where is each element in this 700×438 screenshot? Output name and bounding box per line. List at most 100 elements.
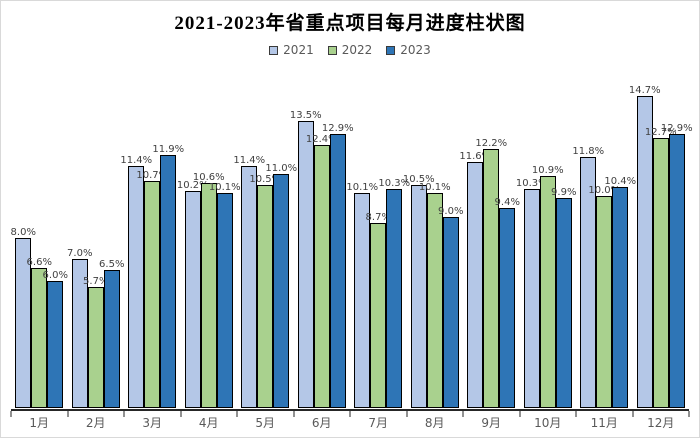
axis-tick xyxy=(519,411,520,417)
bar-2023-10月: 9.9% xyxy=(551,187,576,408)
bar-value-label: 12.9% xyxy=(321,122,354,134)
bar-2023-1月: 6.0% xyxy=(43,270,68,408)
bar-2021-2月: 7.0% xyxy=(67,248,92,408)
bar-2023-9月: 9.4% xyxy=(495,197,520,408)
axis-tick xyxy=(462,411,464,417)
x-axis-label-10月: 10月 xyxy=(534,416,562,430)
bar-2022-6月: 12.4% xyxy=(306,134,338,408)
bar-value-label: 6.0% xyxy=(42,269,68,281)
x-axis-label-6月: 6月 xyxy=(311,416,332,430)
legend-item-2022: 2022 xyxy=(327,43,373,57)
bar-value-label: 10.3% xyxy=(515,178,548,190)
bar-2021-10月: 10.3% xyxy=(516,178,548,408)
bar-value-label: 11.6% xyxy=(459,150,492,162)
legend-swatch-icon xyxy=(327,45,337,55)
bar-2022-8月: 10.1% xyxy=(419,182,451,408)
x-axis-label-12月: 12月 xyxy=(647,416,675,430)
bar-group-9月: 11.6% 12.2% 9.4% xyxy=(459,138,520,408)
bar-value-label: 6.6% xyxy=(26,256,52,268)
bar-value-label: 10.5% xyxy=(249,173,282,185)
x-axis-label-9月: 9月 xyxy=(481,416,502,430)
x-axis-label-2月: 2月 xyxy=(85,416,106,430)
bar-2022-7月: 8.7% xyxy=(366,212,391,408)
axis-tick xyxy=(10,411,12,417)
bar-2021-4月: 10.2% xyxy=(177,180,209,408)
bar-group-1月: 8.0% 6.6% 6.0% xyxy=(11,227,68,408)
bar-value-label: 10.4% xyxy=(604,176,637,187)
legend-item-2023: 2023 xyxy=(386,43,431,57)
bar-2022-9月: 12.2% xyxy=(475,138,507,408)
bar-value-label: 8.7% xyxy=(365,212,391,224)
bar-group-4月: 10.2% 10.6% 10.1% xyxy=(177,172,241,408)
bar-2022-2月: 5.7% xyxy=(83,276,108,408)
bar-group-7月: 10.1% 8.7% 10.3% xyxy=(346,178,410,408)
bar-value-label: 9.0% xyxy=(438,205,464,217)
bar-value-label: 5.7% xyxy=(83,275,109,287)
bar-2023-4月: 10.1% xyxy=(209,182,241,408)
bar-2022-3月: 10.7% xyxy=(136,170,168,408)
bar-value-label: 9.9% xyxy=(551,186,577,198)
bar-2023-11月: 10.4% xyxy=(604,176,636,408)
bar-2021-7月: 10.1% xyxy=(346,182,378,408)
bar-2021-11月: 11.8% xyxy=(572,146,604,408)
x-axis-label-1月: 1月 xyxy=(29,416,50,430)
bar-2023-7月: 10.3% xyxy=(378,178,410,408)
bar-value-label: 8.0% xyxy=(10,227,36,238)
bar-2021-3月: 11.4% xyxy=(120,155,152,408)
x-axis-label-8月: 8月 xyxy=(424,416,445,430)
bar-value-label: 11.9% xyxy=(152,144,185,156)
bar-value-label: 10.1% xyxy=(418,182,451,194)
bar-value-label: 12.9% xyxy=(660,122,693,134)
bar-group-12月: 14.7% 12.7% 12.9% xyxy=(629,85,693,408)
bar-2021-1月: 8.0% xyxy=(11,227,36,408)
bar-value-label: 7.0% xyxy=(67,248,93,260)
bar-2021-5月: 11.4% xyxy=(233,155,265,408)
bar-value-label: 9.4% xyxy=(494,197,520,209)
bar-value-label: 12.2% xyxy=(475,137,508,149)
bar-group-2月: 7.0% 5.7% 6.5% xyxy=(67,248,124,408)
bar-value-label: 10.7% xyxy=(136,169,169,181)
bar-value-label: 11.4% xyxy=(120,154,153,166)
bar-value-label: 10.5% xyxy=(402,173,435,185)
bar-value-label: 14.7% xyxy=(628,84,661,96)
chart-title: 2021-2023年省重点项目每月进度柱状图 xyxy=(174,13,526,34)
bar-2021-12月: 14.7% xyxy=(629,85,661,408)
bar-2021-8月: 10.5% xyxy=(403,174,435,408)
bar-2022-12月: 12.7% xyxy=(645,127,677,408)
x-axis-label-11月: 11月 xyxy=(590,416,618,430)
bar-group-10月: 10.3% 10.9% 9.9% xyxy=(516,165,576,408)
axis-tick xyxy=(632,411,633,417)
chart-legend: 2021 2022 2023 xyxy=(1,43,699,57)
bar-value-label: 10.2% xyxy=(176,180,209,192)
axis-tick xyxy=(406,411,407,417)
bar-value-label: 10.0% xyxy=(588,184,621,196)
bar-2023-3月: 11.9% xyxy=(152,144,184,408)
legend-swatch-icon xyxy=(269,45,279,55)
legend-item-2021: 2021 xyxy=(269,43,314,57)
axis-tick xyxy=(123,411,125,417)
bar-value-label: 10.1% xyxy=(208,182,241,194)
bar-group-3月: 11.4% 10.7% 11.9% xyxy=(120,144,184,408)
bar-2022-11月: 10.0% xyxy=(588,185,620,408)
bar-2021-9月: 11.6% xyxy=(459,151,491,408)
axis-tick xyxy=(575,411,577,417)
legend-label: 2021 xyxy=(283,43,314,57)
x-axis-label-7月: 7月 xyxy=(368,416,389,430)
bar-value-label: 13.5% xyxy=(289,110,322,122)
axis-tick xyxy=(180,411,181,417)
x-axis-label-4月: 4月 xyxy=(198,416,219,430)
bar-2022-5月: 10.5% xyxy=(249,174,281,408)
bar-2022-10月: 10.9% xyxy=(532,165,564,408)
x-axis-label-5月: 5月 xyxy=(255,416,276,430)
bar-2022-4月: 10.6% xyxy=(193,172,225,408)
plot-area: 8.0% 6.6% 6.0% 7.0% 5.7% 6.5% 11.4% 10.7% 11.9% 1… xyxy=(11,63,693,408)
bar-2022-1月: 6.6% xyxy=(27,257,52,408)
x-axis-label-3月: 3月 xyxy=(142,416,163,430)
bar-group-6月: 13.5% 12.4% 12.9% xyxy=(290,110,354,408)
bar-group-11月: 11.8% 10.0% 10.4% xyxy=(572,146,636,408)
axis-tick xyxy=(67,411,68,417)
bar-2023-2月: 6.5% xyxy=(99,259,124,408)
legend-label: 2022 xyxy=(341,43,373,57)
bar-group-8月: 10.5% 10.1% 9.0% xyxy=(403,174,464,408)
